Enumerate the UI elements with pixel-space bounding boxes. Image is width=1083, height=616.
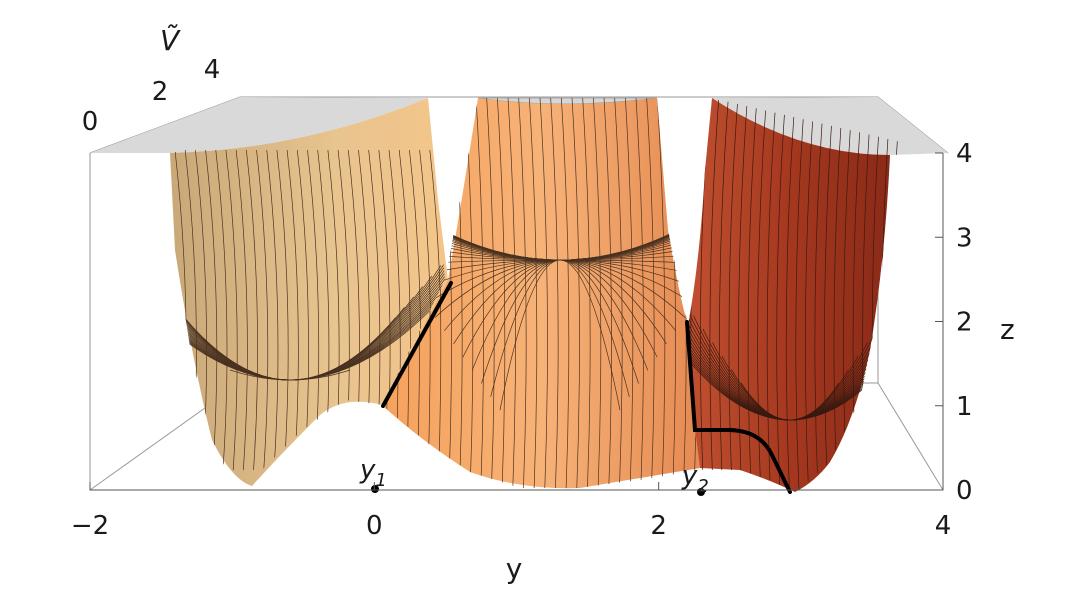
depth-ticks: 0 2 4 xyxy=(82,55,221,137)
surface-left-lobe xyxy=(170,98,448,486)
z-axis-label: z xyxy=(1000,313,1015,346)
x-tick-label: 4 xyxy=(935,511,952,541)
z-tick-label: 3 xyxy=(956,223,973,253)
x-tick-label: 0 xyxy=(366,511,383,541)
z-tick-label: 4 xyxy=(956,139,973,169)
marker-y1-label: y1 xyxy=(359,455,387,491)
x-tick-label: 2 xyxy=(650,511,667,541)
marker-y2-label: y2 xyxy=(681,461,709,497)
z-tick-label: 2 xyxy=(956,308,973,338)
depth-axis-label: Ṽ xyxy=(160,23,181,57)
depth-tick-label: 4 xyxy=(204,55,221,85)
z-tick-label: 0 xyxy=(956,476,973,506)
x-axis-label: y xyxy=(506,552,523,585)
x-tick-label: −2 xyxy=(71,511,109,541)
highlight-curves xyxy=(381,281,792,494)
z-ticks: 0 1 2 3 4 xyxy=(935,139,973,506)
marker-y1-dot xyxy=(371,485,379,493)
depth-tick-label: 0 xyxy=(82,107,99,137)
highlight-curve-2 xyxy=(685,320,792,494)
depth-tick-label: 2 xyxy=(152,77,169,107)
x-ticks: −2 0 2 4 xyxy=(71,482,951,541)
highlight-curve-1 xyxy=(381,281,453,408)
surface-caps xyxy=(90,97,948,155)
z-tick-label: 1 xyxy=(956,392,973,422)
